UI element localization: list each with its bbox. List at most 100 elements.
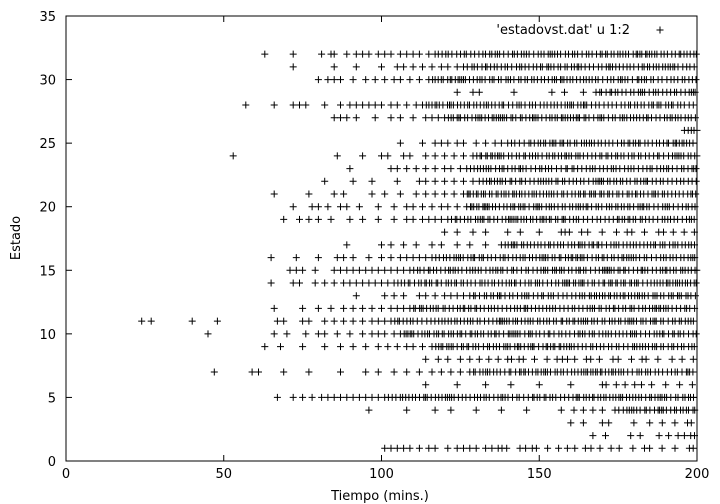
data-point (400, 266, 408, 274)
data-point (321, 101, 329, 109)
data-point (349, 317, 357, 325)
axis-ticks: 0 50 100 150 200 0 5 10 15 20 25 30 35 (39, 10, 709, 482)
data-point (628, 228, 636, 236)
data-point (314, 330, 322, 338)
data-point (283, 330, 291, 338)
data-point (482, 241, 490, 249)
data-point (390, 330, 398, 338)
data-point (422, 165, 430, 173)
data-point (602, 432, 609, 440)
data-point (456, 355, 464, 363)
data-point (273, 393, 281, 401)
data-point (359, 101, 367, 109)
data-point (365, 279, 373, 287)
data-point (255, 368, 262, 376)
data-point (456, 368, 464, 376)
data-point (441, 292, 449, 300)
data-point (571, 444, 579, 452)
data-point (359, 215, 367, 223)
data-point (374, 317, 382, 325)
data-point (450, 152, 458, 160)
data-point (636, 432, 644, 440)
data-point (564, 355, 571, 363)
data-point (630, 419, 638, 427)
data-point (374, 343, 382, 351)
data-point (409, 215, 417, 223)
legend-marker-symbol (656, 26, 664, 34)
data-point (387, 444, 395, 452)
data-point (570, 406, 578, 414)
data-point (654, 355, 662, 363)
data-point (368, 317, 376, 325)
data-point (431, 177, 439, 185)
data-point (555, 444, 563, 452)
data-point (337, 76, 344, 84)
data-point (671, 419, 679, 427)
data-point (422, 292, 430, 300)
data-point (425, 50, 433, 58)
data-point (337, 393, 344, 401)
data-point (412, 165, 420, 173)
data-point (270, 190, 278, 198)
data-point (213, 317, 221, 325)
data-point (692, 165, 700, 173)
data-point (431, 165, 439, 173)
data-point (431, 139, 439, 147)
data-point (415, 177, 423, 185)
data-point (453, 203, 461, 211)
data-point (614, 355, 622, 363)
data-point (346, 101, 354, 109)
data-point (277, 343, 284, 351)
data-point (229, 152, 237, 160)
data-point (431, 152, 439, 160)
data-point (349, 393, 357, 401)
data-point (368, 304, 376, 312)
data-point (400, 292, 408, 300)
data-point (359, 330, 367, 338)
data-point (412, 241, 420, 249)
data-point (482, 381, 490, 389)
data-point (393, 266, 401, 274)
data-point (352, 292, 360, 300)
data-point (188, 317, 196, 325)
x-tick-label: 0 (62, 467, 70, 482)
data-point (296, 215, 303, 223)
data-point (346, 279, 354, 287)
data-point (381, 190, 389, 198)
data-point (475, 355, 483, 363)
data-point (280, 368, 288, 376)
data-point (248, 368, 256, 376)
data-point (318, 393, 326, 401)
data-point (343, 241, 351, 249)
data-point (352, 279, 360, 287)
data-point (368, 393, 376, 401)
data-point (548, 88, 556, 96)
data-point (343, 203, 351, 211)
data-point (396, 50, 404, 58)
legend-label: 'estadovst.dat' u 1:2 (496, 23, 630, 38)
data-point (589, 406, 597, 414)
data-point (381, 444, 389, 452)
data-point (579, 406, 587, 414)
data-point (460, 177, 467, 185)
data-point (475, 88, 483, 96)
data-point (692, 50, 700, 58)
data-point (596, 444, 604, 452)
data-point (453, 228, 461, 236)
data-point (691, 88, 699, 96)
data-point (660, 228, 667, 236)
data-point (359, 50, 367, 58)
data-point (689, 444, 697, 452)
data-point (444, 139, 452, 147)
data-point (362, 368, 370, 376)
data-point (321, 317, 329, 325)
data-point (403, 203, 411, 211)
data-point (409, 63, 417, 71)
data-point (359, 152, 367, 160)
data-point (305, 215, 313, 223)
data-point (374, 203, 382, 211)
data-point (692, 190, 700, 198)
data-point (400, 63, 408, 71)
data-point (267, 279, 275, 287)
